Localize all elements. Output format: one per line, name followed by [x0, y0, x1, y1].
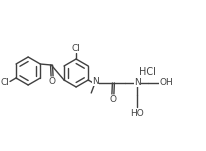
Text: OH: OH [159, 79, 173, 87]
Text: HO: HO [130, 109, 144, 119]
Text: Cl: Cl [72, 43, 81, 53]
Text: O: O [49, 77, 56, 87]
Text: O: O [110, 95, 117, 104]
Text: N: N [92, 77, 99, 87]
Text: HCl: HCl [139, 67, 156, 77]
Text: Cl: Cl [1, 79, 9, 87]
Text: N: N [134, 78, 140, 87]
